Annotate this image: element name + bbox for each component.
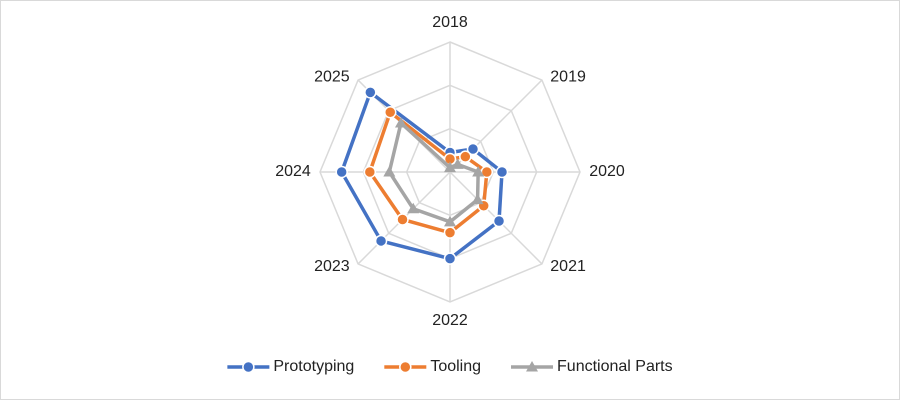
marker (471, 193, 484, 205)
marker (444, 161, 456, 173)
category-label: 2023 (314, 258, 350, 275)
marker (374, 234, 388, 248)
marker (443, 252, 457, 265)
category-label: 2025 (314, 68, 350, 85)
legend-label: Tooling (430, 358, 481, 375)
marker (394, 116, 407, 128)
category-label: 2022 (432, 312, 468, 329)
marker (443, 226, 457, 239)
legend-item: Functional Parts (511, 358, 673, 375)
marker (396, 213, 409, 226)
legend-marker (399, 360, 412, 374)
category-label: 2020 (589, 163, 625, 180)
marker (444, 215, 456, 227)
marker (407, 202, 420, 214)
category-label: 2018 (432, 14, 468, 31)
legend-item: Tooling (384, 358, 481, 375)
marker (335, 165, 348, 179)
marker (459, 150, 472, 163)
marker (363, 165, 377, 179)
marker (492, 214, 506, 228)
marker (364, 86, 377, 99)
legend-label: Prototyping (273, 358, 354, 375)
legend-marker (242, 360, 255, 374)
marker (451, 158, 464, 169)
marker (466, 142, 480, 156)
marker (383, 105, 397, 119)
category-label: 2024 (275, 163, 311, 180)
marker (383, 166, 396, 177)
marker (472, 166, 485, 177)
legend-item: Prototyping (227, 358, 354, 375)
legend-marker (526, 361, 539, 372)
legend-label: Functional Parts (557, 358, 673, 375)
marker (495, 165, 509, 179)
category-label: 2021 (550, 258, 586, 275)
category-label: 2019 (550, 68, 586, 85)
